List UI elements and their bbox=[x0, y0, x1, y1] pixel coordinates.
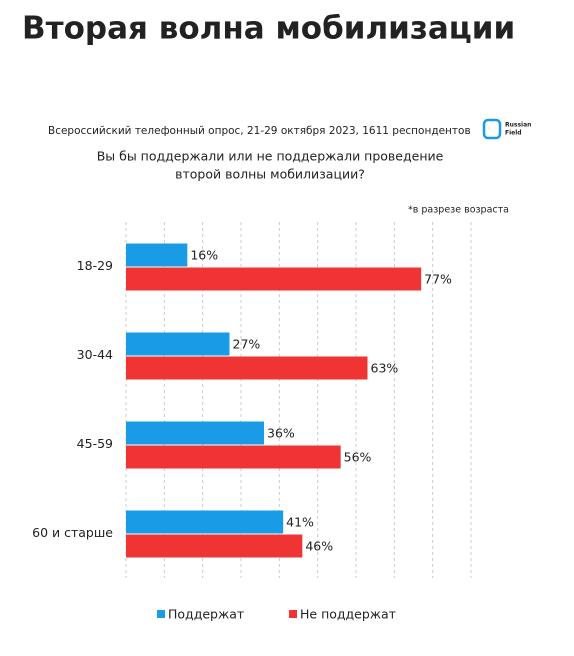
logo-text: Field bbox=[505, 130, 522, 137]
legend-label: Поддержат bbox=[168, 607, 244, 622]
logo-icon bbox=[482, 118, 502, 140]
logo: Russian Field bbox=[482, 118, 531, 140]
bar bbox=[126, 332, 230, 356]
legend-label: Не поддержат bbox=[300, 607, 396, 622]
question: второй волны мобилизации? bbox=[175, 167, 365, 182]
note: *в разрезе возраста bbox=[408, 205, 509, 216]
legend-swatch bbox=[289, 610, 297, 618]
bar bbox=[126, 421, 264, 445]
bar bbox=[126, 445, 341, 469]
data-label: 46% bbox=[305, 539, 333, 554]
data-label: 36% bbox=[267, 426, 295, 441]
bar bbox=[126, 356, 368, 380]
bar bbox=[126, 243, 188, 267]
logo-text: Russian bbox=[505, 122, 531, 129]
data-label: 41% bbox=[286, 515, 314, 530]
question: Вы бы поддержали или не поддержали прове… bbox=[97, 149, 444, 164]
data-label: 56% bbox=[344, 450, 372, 465]
bar bbox=[126, 534, 303, 558]
legend-swatch bbox=[157, 610, 165, 618]
bar bbox=[126, 510, 284, 534]
subtitle: Всероссийский телефонный опрос, 21-29 ок… bbox=[48, 125, 471, 137]
data-label: 27% bbox=[233, 337, 261, 352]
data-label: 77% bbox=[424, 272, 452, 287]
y-tick-label: 45-59 bbox=[77, 436, 113, 451]
y-tick-label: 60 и старше bbox=[32, 525, 113, 540]
bar bbox=[126, 267, 422, 291]
y-tick-label: 18-29 bbox=[77, 258, 113, 273]
y-tick-label: 30-44 bbox=[77, 347, 113, 362]
data-label: 16% bbox=[190, 248, 218, 263]
chart-title: Вторая волна мобилизации bbox=[22, 11, 515, 47]
data-label: 63% bbox=[371, 361, 399, 376]
